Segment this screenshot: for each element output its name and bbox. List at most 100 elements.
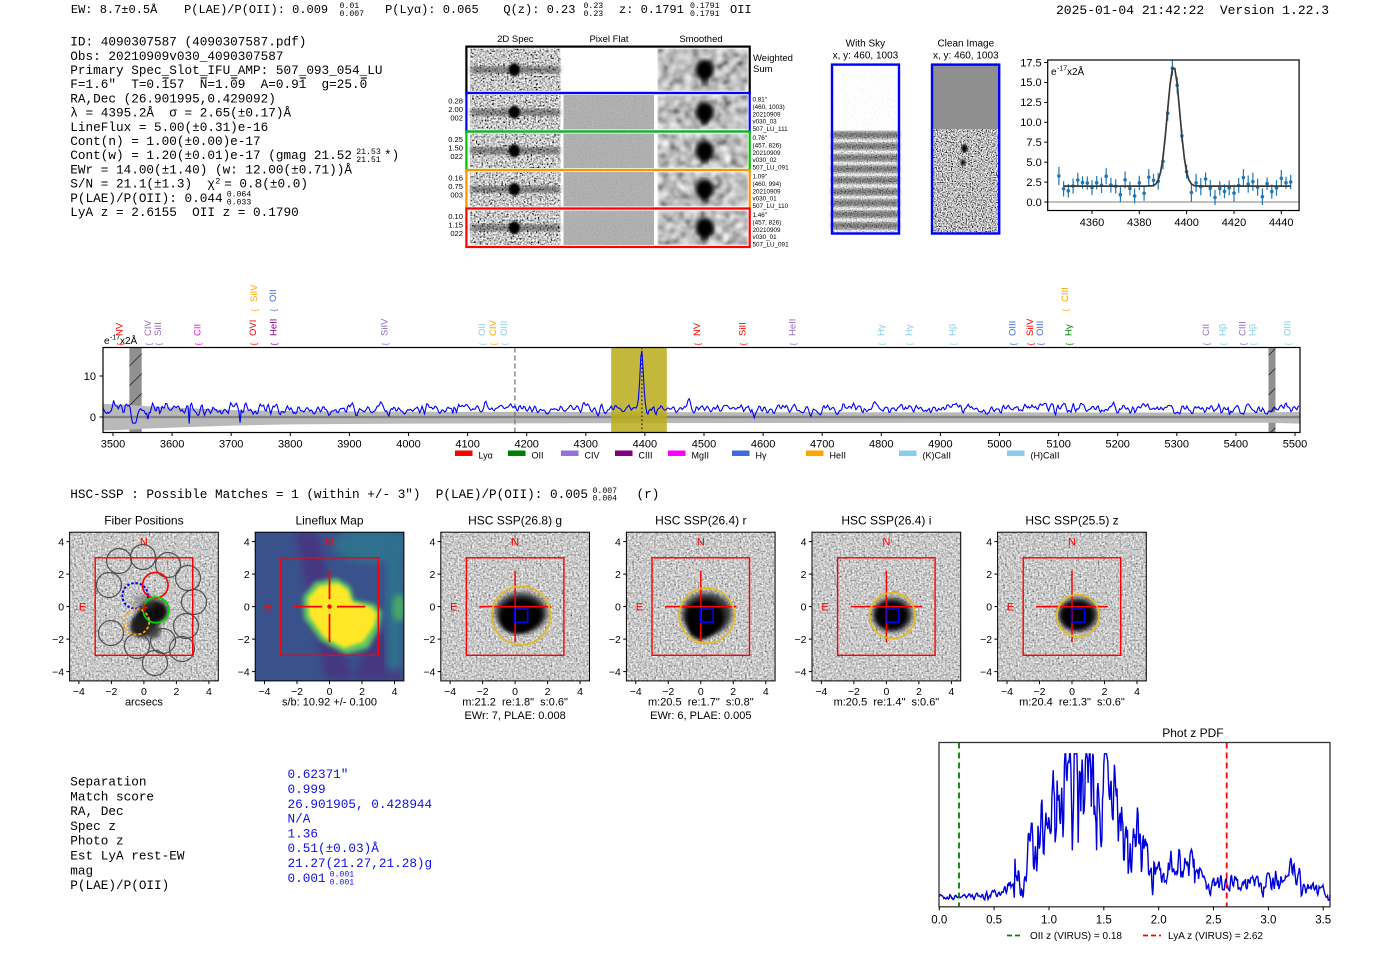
svg-text:0.999: 0.999 <box>288 782 326 797</box>
svg-text:507_LU_110: 507_LU_110 <box>753 203 789 210</box>
svg-text:HSC SSP(26.4) r: HSC SSP(26.4) r <box>655 514 746 528</box>
svg-text:0.23: 0.23 <box>584 2 604 11</box>
svg-text:26.901905, 0.428944: 26.901905, 0.428944 <box>288 797 433 812</box>
svg-text:002: 002 <box>450 114 463 123</box>
svg-text:2: 2 <box>986 569 992 581</box>
svg-text:2025-01-04 21:42:22 Version 1: 2025-01-04 21:42:22 Version 1.22.3 <box>1056 3 1329 18</box>
svg-text:Spec z: Spec z <box>70 819 116 834</box>
svg-text:4100: 4100 <box>455 439 479 451</box>
svg-text:CIII: CIII <box>1060 287 1071 302</box>
svg-text:3700: 3700 <box>219 439 243 451</box>
svg-text:4420: 4420 <box>1222 217 1246 229</box>
svg-text:Hγ: Hγ <box>904 324 915 336</box>
svg-text:SiII: SiII <box>153 322 164 336</box>
svg-text:LyA z (VIRUS) = 2.62: LyA z (VIRUS) = 2.62 <box>1168 931 1263 942</box>
svg-text:5100: 5100 <box>1046 439 1070 451</box>
svg-text:{: { <box>144 343 153 346</box>
svg-text:4400: 4400 <box>1174 217 1198 229</box>
svg-text:−2: −2 <box>477 686 489 698</box>
svg-text:e: e <box>1051 67 1057 78</box>
svg-text:4000: 4000 <box>396 439 420 451</box>
svg-text:0.004: 0.004 <box>593 495 618 504</box>
svg-text:5400: 5400 <box>1224 439 1248 451</box>
svg-text:0.1791: 0.1791 <box>690 10 720 19</box>
svg-text:4380: 4380 <box>1127 217 1151 229</box>
svg-text:OVI: OVI <box>248 320 259 336</box>
svg-text:SiIV: SiIV <box>1025 318 1036 336</box>
svg-text:NV: NV <box>692 322 703 336</box>
svg-text:4: 4 <box>392 686 398 698</box>
svg-text:2.5: 2.5 <box>1206 914 1222 926</box>
svg-text:{: { <box>155 343 164 346</box>
svg-text:CII: CII <box>1201 324 1212 336</box>
svg-text:022: 022 <box>450 229 463 238</box>
svg-text:21.51: 21.51 <box>356 156 381 165</box>
svg-text:4200: 4200 <box>514 439 538 451</box>
svg-text:3900: 3900 <box>337 439 361 451</box>
svg-text:P(LAE)/P(OII): 0.009: P(LAE)/P(OII): 0.009 <box>184 3 328 17</box>
svg-text:4: 4 <box>615 536 621 548</box>
svg-text:N: N <box>511 537 519 549</box>
svg-text:EW: 8.7±0.5Å: EW: 8.7±0.5Å <box>71 2 158 17</box>
svg-text:−2: −2 <box>662 686 674 698</box>
svg-text:{: { <box>194 343 203 346</box>
svg-text:Cont(n) = 1.00(±0.00)e-17: Cont(n) = 1.00(±0.00)e-17 <box>70 134 260 149</box>
svg-text:0.76": 0.76" <box>753 135 768 142</box>
svg-text:1.5: 1.5 <box>1096 914 1112 926</box>
svg-text:0: 0 <box>1069 686 1075 698</box>
svg-text:s/b: 10.92 +/- 0.100: s/b: 10.92 +/- 0.100 <box>282 697 377 709</box>
svg-text:m:20.5 re:1.7" s:0.8": m:20.5 re:1.7" s:0.8" <box>648 697 754 709</box>
svg-text:−4: −4 <box>1001 686 1013 698</box>
svg-text:{: { <box>739 343 748 346</box>
svg-text:0: 0 <box>244 601 250 613</box>
svg-text:1.46": 1.46" <box>753 212 768 219</box>
svg-text:4400: 4400 <box>633 439 657 451</box>
svg-text:Primary Spec_Slot_IFU_AMP: 507: Primary Spec_Slot_IFU_AMP: 507_093_054_L… <box>70 63 382 78</box>
svg-text:Hβ: Hβ <box>1218 323 1229 336</box>
svg-text:0.81": 0.81" <box>753 97 768 104</box>
svg-text:P(LAE)/P(OII): 0.044: P(LAE)/P(OII): 0.044 <box>70 191 222 206</box>
svg-text:HSC SSP(26.8) g: HSC SSP(26.8) g <box>468 514 562 528</box>
svg-text:4900: 4900 <box>928 439 952 451</box>
svg-text:−4: −4 <box>795 666 807 678</box>
svg-text:1.36: 1.36 <box>288 826 318 841</box>
svg-text:{: { <box>116 343 125 346</box>
svg-text:4800: 4800 <box>869 439 893 451</box>
svg-text:5.0: 5.0 <box>1026 157 1041 169</box>
svg-text:N: N <box>882 537 890 549</box>
svg-text:0: 0 <box>986 601 992 613</box>
svg-text:−4: −4 <box>630 686 642 698</box>
svg-text:Obs: 20210909v030_4090307587: Obs: 20210909v030_4090307587 <box>70 49 283 64</box>
svg-text:{: { <box>1239 343 1248 346</box>
svg-text:1.09": 1.09" <box>753 174 768 181</box>
svg-text:−2: −2 <box>291 686 303 698</box>
svg-text:(460, 994): (460, 994) <box>753 181 782 188</box>
svg-text:507_LU_111: 507_LU_111 <box>753 126 789 133</box>
svg-text:{: { <box>1203 343 1212 346</box>
svg-text:HeII: HeII <box>788 319 799 336</box>
svg-text:−2: −2 <box>423 634 435 646</box>
svg-text:−4: −4 <box>980 666 992 678</box>
svg-text:2: 2 <box>215 177 220 187</box>
svg-text:−4: −4 <box>423 666 435 678</box>
svg-text:0.28: 0.28 <box>448 97 463 106</box>
svg-text:0.1791: 0.1791 <box>690 2 720 11</box>
svg-text:P(Lyα): 0.065: P(Lyα): 0.065 <box>385 3 479 17</box>
svg-text:2.0: 2.0 <box>1151 914 1167 926</box>
svg-text:20210909: 20210909 <box>753 111 782 118</box>
svg-text:{: { <box>1065 343 1074 346</box>
svg-text:−2: −2 <box>52 634 64 646</box>
svg-text:3.5: 3.5 <box>1315 914 1331 926</box>
svg-text:m:21.2 re:1.8" s:0.6": m:21.2 re:1.8" s:0.6" <box>462 697 568 709</box>
svg-text:m:20.5 re:1.4" s:0.6": m:20.5 re:1.4" s:0.6" <box>834 697 940 709</box>
svg-text:{: { <box>500 343 509 346</box>
svg-text:(457, 826): (457, 826) <box>753 219 782 226</box>
svg-text:HeII: HeII <box>830 450 847 460</box>
svg-text:CII: CII <box>192 324 203 336</box>
svg-text:0.25: 0.25 <box>448 135 463 144</box>
svg-text:Clean Image: Clean Image <box>937 39 994 50</box>
svg-text:OIII: OIII <box>1035 321 1046 336</box>
svg-text:E: E <box>1007 602 1014 614</box>
svg-text:With Sky: With Sky <box>846 39 885 50</box>
svg-text:4360: 4360 <box>1080 217 1104 229</box>
